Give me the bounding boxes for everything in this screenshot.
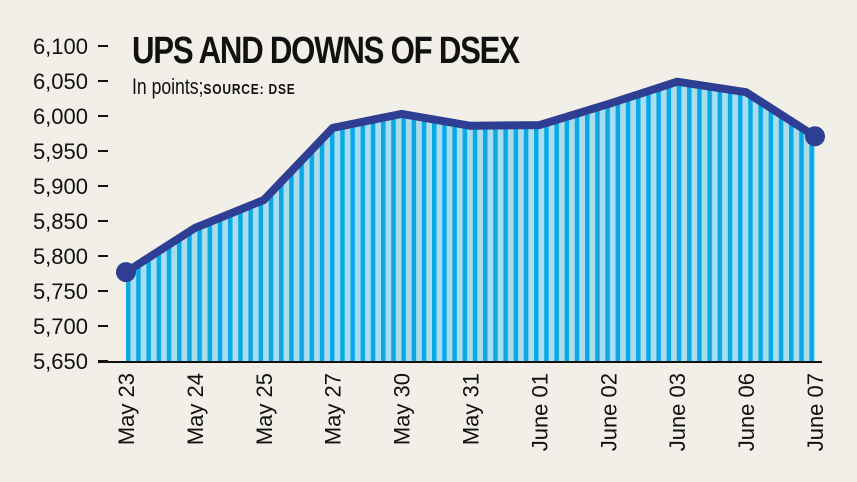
data-point-marker — [805, 126, 825, 147]
x-tick-label: June 06 — [734, 373, 759, 451]
y-tick-label: 5,900 — [33, 174, 88, 199]
x-tick-label: May 23 — [114, 373, 139, 445]
x-tick-label: June 07 — [803, 373, 828, 451]
y-tick-label: 5,650 — [33, 349, 88, 374]
y-tick-label: 5,800 — [33, 244, 88, 269]
chart-subtitle: In points;SOURCE: DSE — [132, 74, 296, 100]
area-fill — [126, 81, 815, 361]
x-tick-label: May 27 — [321, 373, 346, 445]
x-tick-label: June 02 — [596, 373, 621, 451]
y-tick-label: 5,850 — [33, 209, 88, 234]
y-tick-label: 6,050 — [33, 69, 88, 94]
x-tick-label: June 03 — [665, 373, 690, 451]
subtitle-units: In points; — [132, 74, 204, 99]
y-tick-label: 5,700 — [33, 314, 88, 339]
series-line — [123, 77, 818, 276]
y-tick-label: 6,100 — [33, 34, 88, 59]
x-tick-label: June 01 — [527, 373, 552, 451]
x-tick-label: May 30 — [390, 373, 415, 445]
x-tick-label: May 31 — [459, 373, 484, 445]
source-label: SOURCE: DSE — [203, 81, 296, 98]
chart-title: UPS AND DOWNS OF DSEX — [132, 30, 520, 72]
data-point-marker — [116, 262, 136, 283]
y-tick-label: 5,950 — [33, 139, 88, 164]
y-tick-label: 5,750 — [33, 279, 88, 304]
x-tick-label: May 25 — [252, 373, 277, 445]
x-tick-label: May 24 — [183, 373, 208, 445]
y-tick-label: 6,000 — [33, 104, 88, 129]
